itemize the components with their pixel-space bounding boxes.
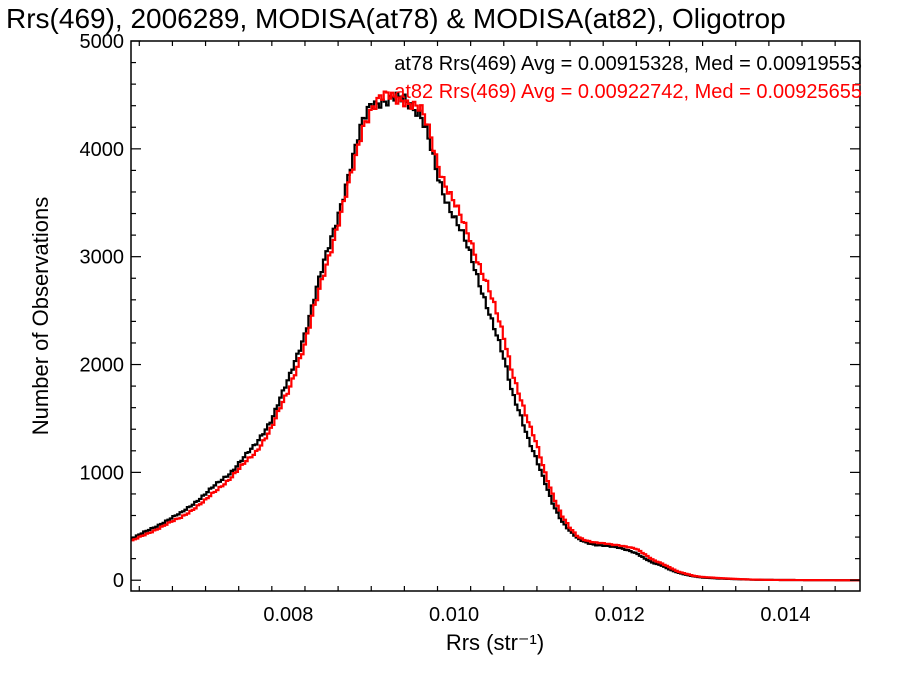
legend-entry-at82: at82 Rrs(469) Avg = 0.00922742, Med = 0.… [394,81,862,103]
series-at78-line [131,91,860,582]
y-axis-label: Number of Observations [28,197,53,435]
x-tick-label: 0.014 [760,604,810,626]
series-layer [131,90,860,582]
y-tick-label: 4000 [80,139,125,161]
x-axis-ticks: 0.008 0.010 0.012 0.014 [138,41,836,626]
chart-title: Rrs(469), 2006289, MODISA(at78) & MODISA… [6,3,786,34]
legend-entry-at78: at78 Rrs(469) Avg = 0.00915328, Med = 0.… [394,53,862,75]
y-tick-label: 2000 [80,355,125,377]
legend: at78 Rrs(469) Avg = 0.00915328, Med = 0.… [394,53,862,103]
y-tick-label: 3000 [80,247,125,269]
x-axis-label: Rrs (str⁻¹) [446,630,544,655]
x-tick-label: 0.012 [595,604,645,626]
y-tick-label: 1000 [80,462,125,484]
y-axis-ticks: 0 1000 2000 3000 4000 5000 [80,31,860,592]
x-tick-label: 0.010 [429,604,479,626]
plot-frame [130,40,861,592]
y-tick-label: 5000 [80,31,125,53]
x-tick-label: 0.008 [263,604,313,626]
y-tick-label: 0 [113,570,124,592]
plot-area [130,40,861,592]
series-at82-line [131,90,860,582]
